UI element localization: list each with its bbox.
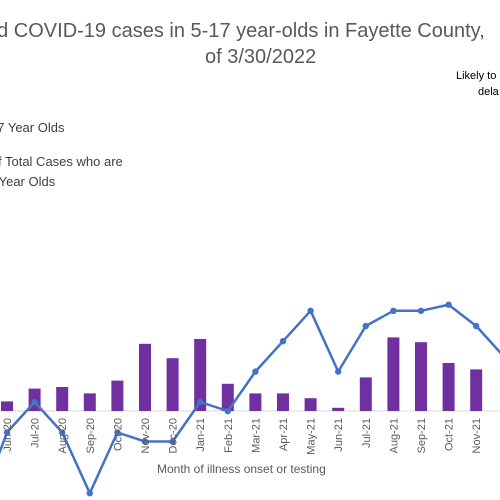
x-tick-jul-21: Jul-21 <box>361 418 373 448</box>
x-tick-apr-21: Apr-21 <box>278 418 290 451</box>
line-point-feb-21 <box>224 407 231 415</box>
line-point-jan-21 <box>197 398 204 406</box>
bar-jan-21 <box>194 339 207 411</box>
x-tick-sep-21: Sep-21 <box>416 418 428 453</box>
bar-oct-21 <box>442 363 455 411</box>
x-tick-nov-21: Nov-21 <box>471 418 483 453</box>
line-point-oct-20 <box>114 429 121 436</box>
bar-jun-20 <box>1 401 13 411</box>
x-tick-jul-20: Jul-20 <box>30 418 42 448</box>
line-point-jun-21 <box>335 368 342 375</box>
bar-nov-21 <box>470 369 483 411</box>
line-point-oct-21 <box>445 301 452 308</box>
line-series <box>0 303 500 495</box>
line-point-jul-21 <box>362 322 369 330</box>
bar-oct-20 <box>111 380 124 411</box>
line-point-nov-21 <box>473 322 480 330</box>
x-axis-label: Month of illness onset or testing <box>157 462 326 476</box>
chart-title-line-1: ed COVID-19 cases in 5-17 year-olds in F… <box>0 20 485 42</box>
x-tick-may-21: May-21 <box>306 418 318 455</box>
x-tick-oct-20: Oct-20 <box>112 418 124 451</box>
line-point-may-21 <box>307 307 314 314</box>
bar-aug-20 <box>56 387 69 411</box>
line-point-sep-21 <box>417 307 425 314</box>
line-point-mar-21 <box>252 368 259 375</box>
x-tick-mar-21: Mar-21 <box>250 418 262 453</box>
bar-feb-21 <box>221 383 234 411</box>
line-point-jul-20 <box>31 398 38 406</box>
x-tick-nov-20: Nov-20 <box>140 418 152 453</box>
legend-bar-label: 17 Year Olds <box>0 120 65 135</box>
bar-apr-21 <box>277 393 289 411</box>
line-point-aug-20 <box>59 429 66 436</box>
delay-note-line-1: Likely to <box>456 70 497 82</box>
line-point-apr-21 <box>279 338 287 345</box>
x-tick-jun-20: Jun-20 <box>2 418 14 452</box>
line-point-sep-20 <box>86 490 94 497</box>
bar-jun-21 <box>332 407 345 411</box>
legend-line-label-2: 7 Year Olds <box>0 174 56 189</box>
chart-title-line-2: of 3/30/2022 <box>205 46 317 68</box>
x-tick-oct-21: Oct-21 <box>444 418 456 451</box>
bar-nov-20 <box>139 343 151 411</box>
line-point-aug-21 <box>390 307 397 314</box>
delay-note-line-2: dela <box>478 86 499 98</box>
x-tick-dec-20: Dec-20 <box>168 418 180 453</box>
line-point-dec-20 <box>169 438 176 445</box>
x-tick-sep-20: Sep-20 <box>85 418 97 453</box>
line-point-nov-20 <box>141 438 149 445</box>
bar-aug-21 <box>387 337 400 411</box>
x-tick-aug-20: Aug-20 <box>57 418 69 453</box>
x-tick-aug-21: Aug-21 <box>388 418 400 453</box>
bar-sep-21 <box>415 342 427 411</box>
bar-jul-21 <box>359 377 372 411</box>
bar-sep-20 <box>83 393 96 411</box>
x-tick-feb-21: Feb-21 <box>223 418 235 453</box>
x-tick-jun-21: Jun-21 <box>333 418 345 452</box>
x-tick-jan-21: Jan-21 <box>195 418 207 452</box>
bar-dec-20 <box>166 358 179 411</box>
bar-may-21 <box>304 398 317 411</box>
line-point-jun-20 <box>3 429 11 436</box>
bar-mar-21 <box>249 393 262 411</box>
legend-line-label-1: f Total Cases who are <box>0 154 123 169</box>
